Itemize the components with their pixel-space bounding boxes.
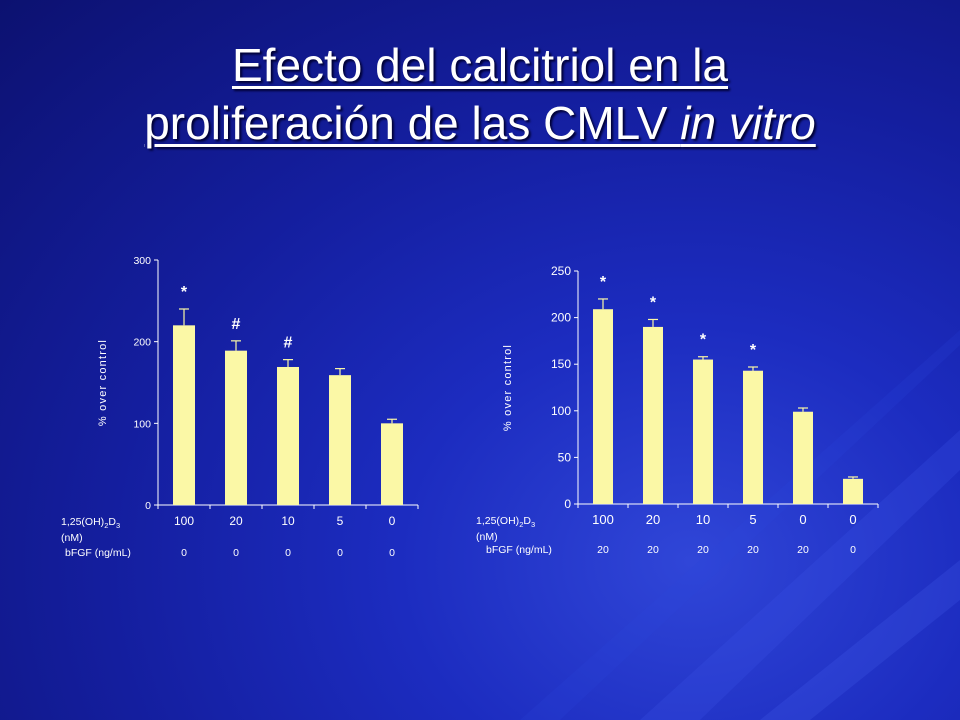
x-tick-label: 0: [849, 512, 856, 527]
calcitriol-row-label: 1,25(OH)2D3: [476, 515, 535, 529]
x-tick-label: 20: [229, 514, 243, 528]
calcitriol-row-label: 1,25(OH)2D3: [61, 516, 120, 530]
calcitriol-label-part: 1,25(OH): [476, 515, 519, 527]
y-tick-label: 250: [551, 264, 571, 278]
title-line-2: proliferación de las CMLV: [144, 97, 681, 149]
bar: [793, 411, 813, 504]
bfgf-value: 20: [647, 544, 659, 556]
y-tick-label: 150: [551, 357, 571, 371]
bfgf-value: 0: [233, 547, 239, 559]
x-tick-label: 5: [337, 514, 344, 528]
calcitriol-label-part: 3: [531, 520, 535, 529]
bfgf-row-label: bFGF (ng/mL): [486, 544, 552, 556]
calcitriol-label-part: 1,25(OH): [61, 516, 104, 528]
x-tick-label: 10: [696, 512, 710, 527]
bfgf-row-label: bFGF (ng/mL): [65, 547, 131, 559]
calcitriol-label-part: D: [108, 516, 116, 528]
bar: [693, 359, 713, 504]
x-tick-label: 0: [389, 514, 396, 528]
y-tick-label: 50: [558, 450, 572, 464]
y-tick-label: 200: [551, 311, 571, 325]
bar: [329, 375, 351, 505]
bfgf-value: 0: [850, 544, 856, 556]
bfgf-value: 20: [597, 544, 609, 556]
y-tick-label: 100: [551, 404, 571, 418]
bfgf-value: 20: [747, 544, 759, 556]
significance-marker: *: [750, 342, 757, 359]
bfgf-value: 20: [697, 544, 709, 556]
calcitriol-unit-label: (nM): [476, 531, 498, 543]
calcitriol-label-part: 2: [519, 520, 523, 529]
bar: [277, 366, 299, 505]
bfgf-value: 20: [797, 544, 809, 556]
y-tick-label: 300: [133, 255, 151, 267]
x-tick-label: 100: [174, 514, 194, 528]
calcitriol-label-part: 3: [116, 521, 120, 530]
calcitriol-label-part: D: [523, 515, 531, 527]
x-tick-label: 20: [646, 512, 660, 527]
x-tick-label: 5: [749, 512, 756, 527]
slide-title: Efecto del calcitriol en la proliferació…: [40, 36, 920, 152]
bar: [743, 370, 763, 504]
title-italic: in vitro: [680, 97, 816, 149]
bar: [381, 423, 403, 505]
title-line-1: Efecto del calcitriol en la: [231, 39, 729, 91]
bfgf-value: 0: [181, 547, 187, 559]
bar: [225, 350, 247, 505]
bar: [643, 326, 663, 504]
bar: [843, 478, 863, 504]
significance-marker: #: [284, 335, 293, 352]
y-tick-label: 100: [133, 418, 151, 430]
significance-marker: *: [650, 294, 657, 311]
significance-marker: *: [700, 332, 707, 349]
bfgf-value: 0: [337, 547, 343, 559]
x-tick-label: 10: [281, 514, 295, 528]
x-tick-label: 100: [592, 512, 614, 527]
calcitriol-label-part: 2: [104, 521, 108, 530]
bar: [173, 325, 195, 505]
significance-marker: *: [600, 274, 607, 291]
y-axis-label: % over control: [502, 344, 514, 431]
y-tick-label: 0: [564, 497, 571, 511]
y-tick-label: 200: [133, 337, 151, 349]
bar: [593, 309, 613, 504]
bfgf-value: 0: [285, 547, 291, 559]
x-tick-label: 0: [799, 512, 806, 527]
y-tick-label: 0: [145, 500, 151, 512]
significance-marker: #: [232, 316, 241, 333]
significance-marker: *: [181, 284, 188, 301]
bfgf-value: 0: [389, 547, 395, 559]
y-axis-label: % over control: [97, 339, 109, 426]
calcitriol-unit-label: (nM): [61, 532, 83, 544]
